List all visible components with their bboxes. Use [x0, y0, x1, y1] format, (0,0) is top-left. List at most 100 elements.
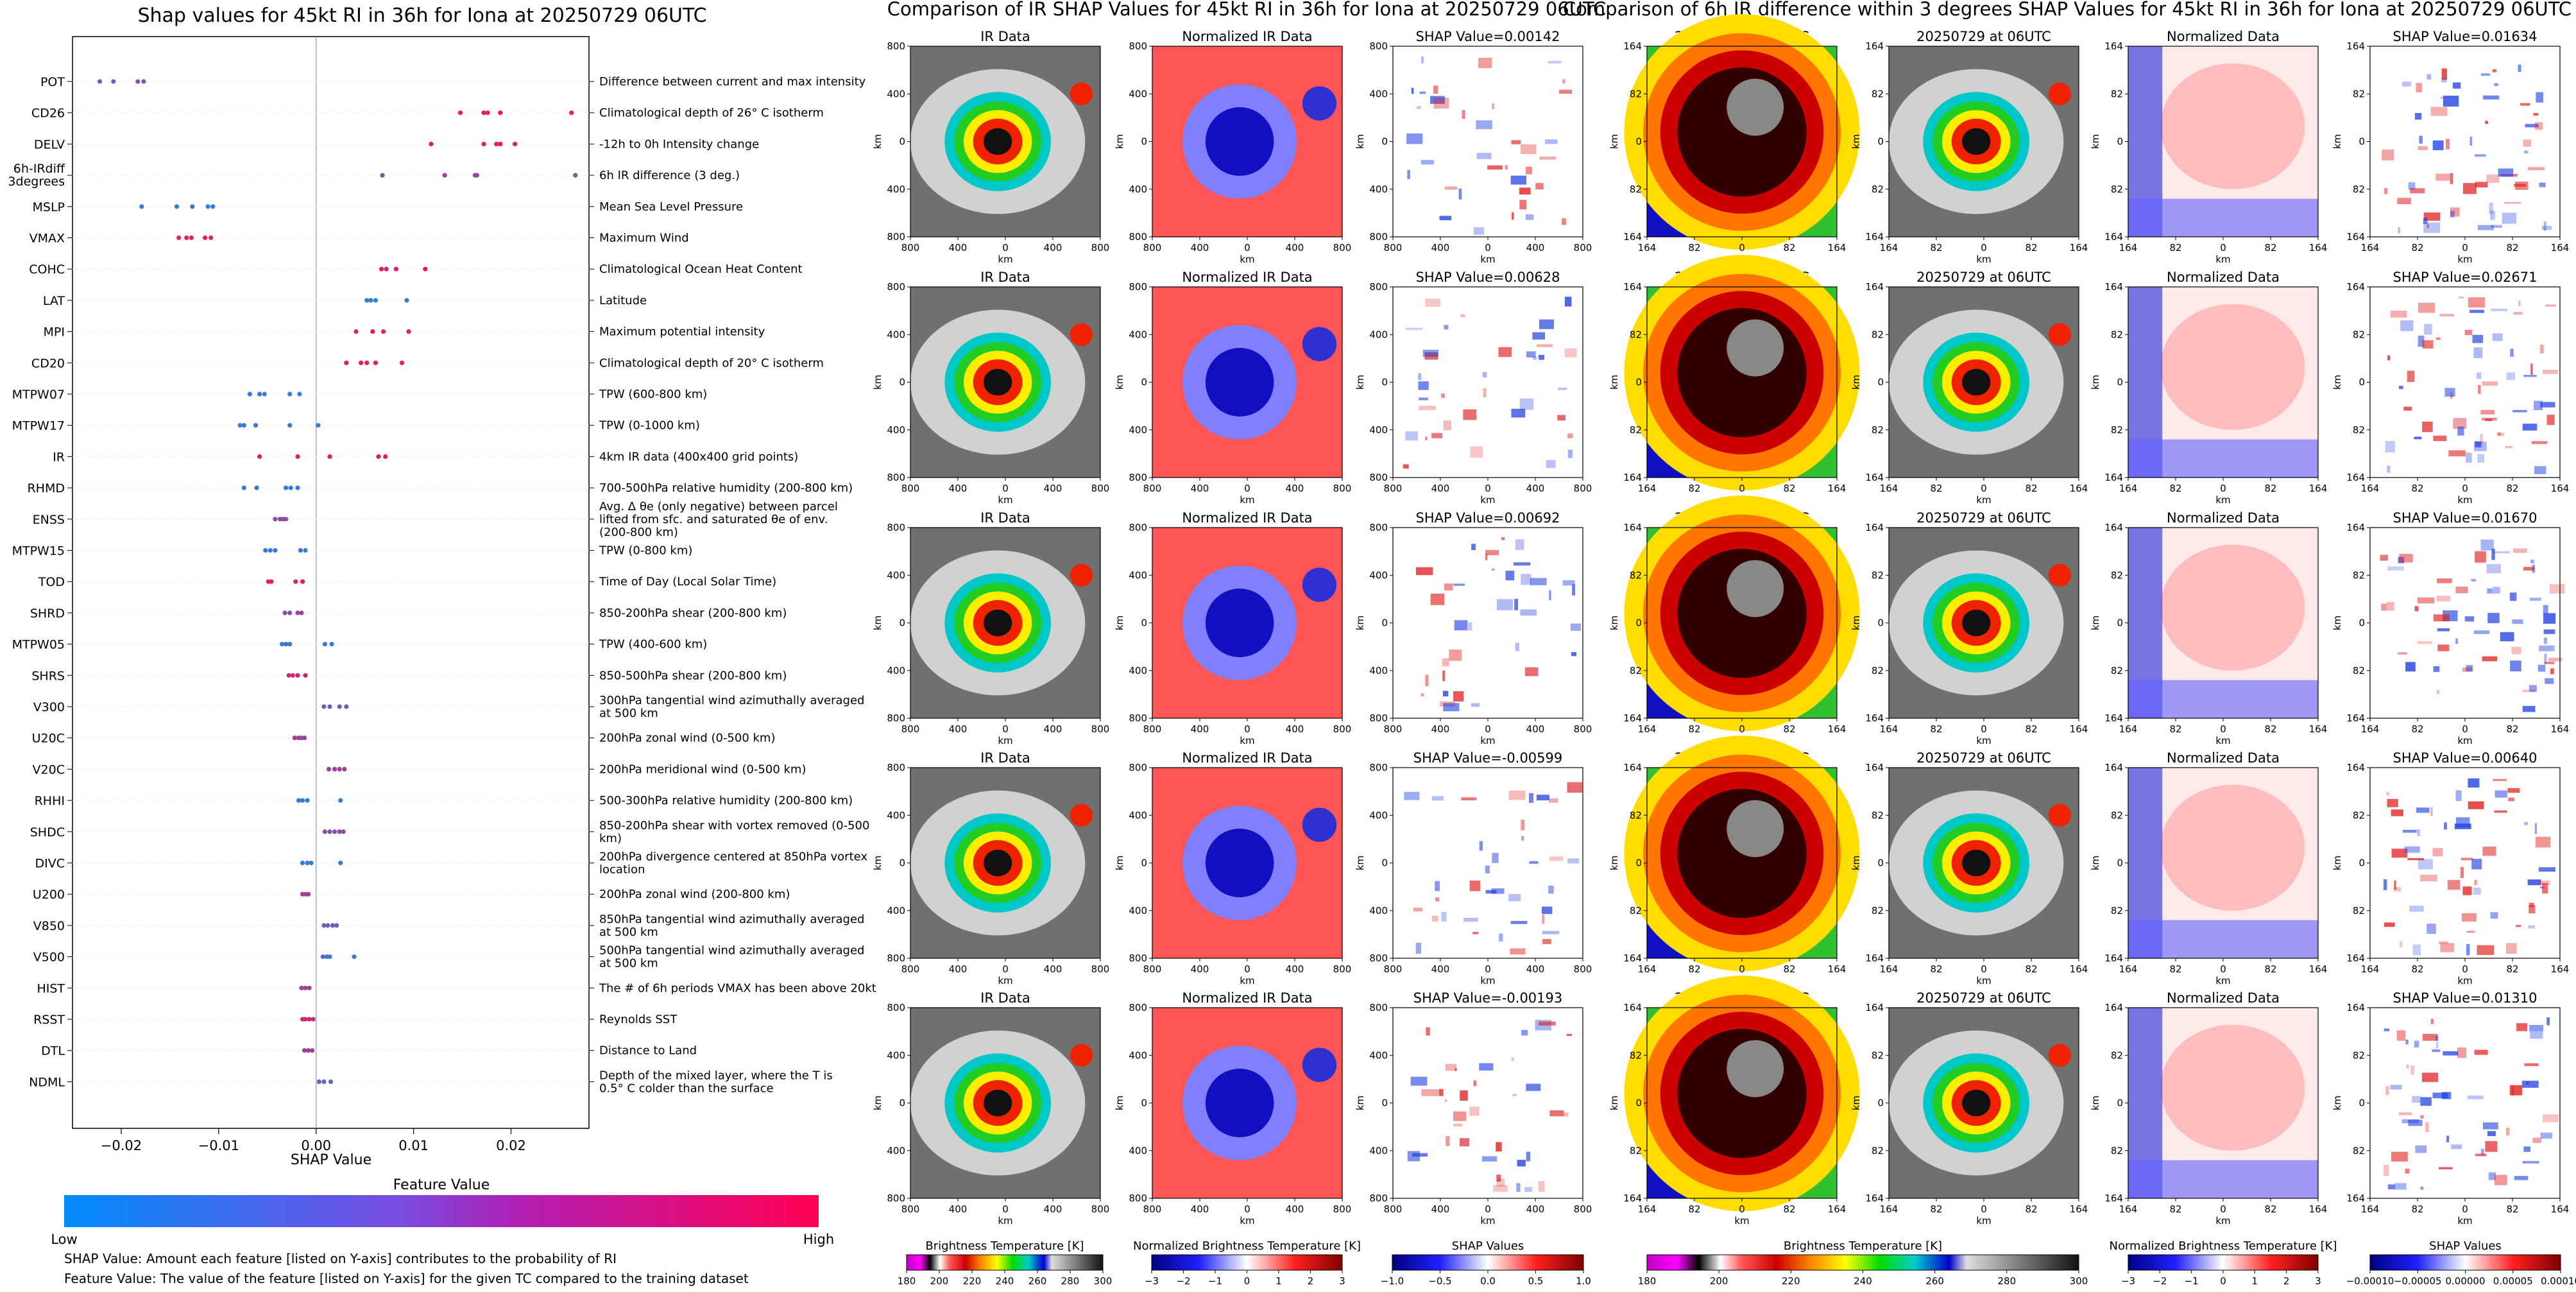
y-tick-label: 164 [1865, 40, 1884, 52]
y-tick-label: 164 [2346, 762, 2365, 773]
negative-shap-patch [2529, 598, 2541, 601]
shap-point [321, 923, 327, 928]
positive-shap-patch [2410, 188, 2425, 194]
y-tick-label: 400 [1369, 905, 1388, 917]
x-tick-label: 164 [2070, 242, 2088, 254]
negative-shap-patch [2483, 95, 2500, 99]
shap-point [384, 266, 389, 271]
feature-description: Climatological depth of 26° C isotherm [599, 107, 824, 120]
shap-point [423, 266, 428, 271]
positive-shap-patch [2445, 139, 2450, 150]
feature-description: 200hPa zonal wind (200-800 km) [599, 888, 790, 901]
y-tick-label: 800 [887, 712, 905, 724]
x-axis-label: km [1480, 975, 1495, 986]
x-tick-label: 164 [2119, 242, 2138, 254]
x-tick-label: 82 [2411, 723, 2423, 735]
negative-shap-patch [2403, 829, 2417, 833]
feature-description: TPW (0-1000 km) [599, 419, 700, 433]
colorbar-high-label: High [803, 1232, 834, 1247]
positive-shap-patch [2433, 614, 2450, 622]
x-tick-label: 400 [1431, 723, 1450, 735]
y-tick-label: 400 [1129, 329, 1147, 340]
x-tick-label: 0 [2220, 483, 2226, 494]
shap-point [337, 829, 342, 834]
negative-shap-patch [2500, 632, 2514, 642]
colorbar-tick-label: 3 [1339, 1275, 1345, 1287]
negative-shap-patch [1407, 1151, 1420, 1162]
y-tick-label: 800 [887, 952, 905, 964]
colorbar-strip [1151, 1254, 1343, 1271]
negative-shap-patch [2526, 1081, 2529, 1085]
y-axis-label: km [1608, 134, 1620, 149]
y-tick-label: 400 [1369, 1145, 1388, 1157]
x-tick-label: 800 [1143, 723, 1162, 735]
y-axis-label: km [1850, 375, 1862, 390]
negative-shap-patch [1420, 160, 1435, 165]
negative-shap-patch [1532, 332, 1546, 340]
positive-shap-patch [2522, 689, 2536, 693]
negative-shap-patch [2489, 203, 2493, 214]
x-tick-label: 164 [1638, 963, 1657, 975]
x-tick-label: 800 [901, 483, 920, 494]
shap-point [341, 829, 346, 834]
shap-point [338, 798, 343, 803]
x-tick-label: 0 [1244, 242, 1250, 254]
shap-point [296, 798, 301, 803]
negative-shap-patch [1511, 1057, 1514, 1062]
y-tick-label: 164 [2346, 472, 2365, 483]
eye-core [983, 609, 1012, 637]
x-tick-label: 800 [901, 242, 920, 254]
shap-point [284, 642, 289, 647]
y-tick-label: 164 [1623, 231, 1642, 243]
negative-shap-patch [2444, 822, 2447, 830]
positive-shap-patch [1441, 393, 1445, 398]
x-tick-label: 0 [2462, 723, 2468, 735]
negative-shap-patch [1476, 120, 1492, 130]
feature-description: Maximum potential intensity [599, 325, 765, 339]
shap-point [302, 1048, 307, 1053]
x-tick-label: 164 [2551, 1203, 2570, 1215]
y-tick-label: 800 [1369, 231, 1388, 243]
positive-shap-patch [1496, 1178, 1505, 1187]
y-tick-label: 82 [2111, 1145, 2123, 1157]
feature-description: 6h IR difference (3 deg.) [599, 169, 740, 182]
negative-shap-patch [2487, 612, 2500, 623]
negative-shap-patch [1479, 1063, 1494, 1071]
shap-point [332, 766, 337, 771]
colorbar-tick-label: 280 [1061, 1275, 1080, 1287]
colorbar-tick-label: −0.5 [1428, 1275, 1451, 1287]
negative-shap-patch [2490, 211, 2495, 220]
x-tick-label: 164 [1880, 242, 1898, 254]
negative-shap-patch [2530, 1031, 2543, 1039]
feature-label: 6h-IRdiff 3degrees [8, 162, 65, 189]
shap-point [393, 266, 398, 271]
shap-point [203, 235, 208, 241]
y-tick-label: 0 [1381, 377, 1388, 388]
negative-shap-patch [2512, 409, 2527, 413]
y-axis-label: km [872, 375, 883, 390]
negative-shap-patch [2502, 212, 2517, 224]
positive-shap-patch [2485, 1141, 2498, 1152]
x-tick-label: 800 [1333, 483, 1352, 494]
colorbar-tick-label: 180 [898, 1275, 916, 1287]
y-tick-label: 0 [1381, 1098, 1388, 1109]
negative-shap-patch [2451, 1144, 2462, 1150]
y-axis-label: km [1354, 375, 1366, 390]
x-axis-label: km [1976, 1215, 1991, 1227]
negative-shap-patch [1516, 1183, 1521, 1192]
x-tick-label: 400 [1431, 1203, 1450, 1215]
positive-shap-patch [2418, 146, 2428, 150]
y-tick-label: 82 [1630, 329, 1642, 340]
negative-shap-patch [1485, 865, 1490, 874]
footnote-feature: Feature Value: The value of the feature … [64, 1271, 749, 1286]
x-tick-label: 800 [1574, 1203, 1592, 1215]
diff-comparison-grid: 20250729 at 00UTC1648208216416482082164k… [1608, 14, 2569, 1227]
panel-title: Normalized IR Data [1182, 270, 1312, 285]
feature-label: LAT [43, 294, 65, 308]
positive-shap-patch [1453, 1111, 1467, 1121]
negative-shap-patch [2443, 1051, 2459, 1056]
panel-title: IR Data [980, 270, 1030, 285]
feature-label: DTL [41, 1044, 65, 1058]
feature-label: SHRS [31, 669, 65, 683]
positive-shap-patch [1564, 1112, 1569, 1117]
